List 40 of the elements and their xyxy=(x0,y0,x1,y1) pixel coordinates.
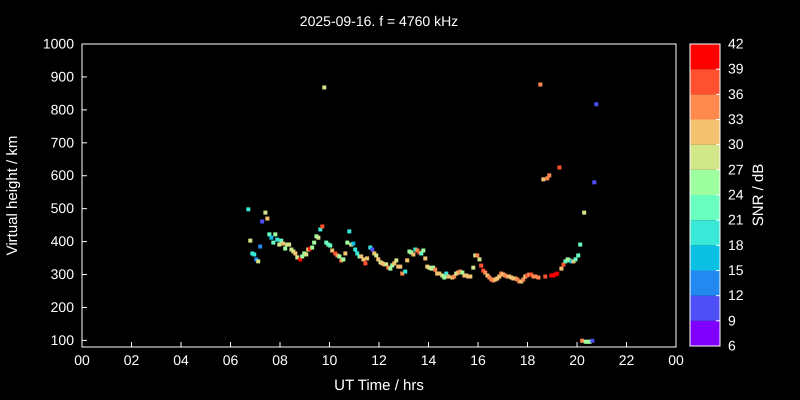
x-tick-label: 10 xyxy=(322,352,338,368)
chart-title: 2025-09-16. f = 4760 kHz xyxy=(300,13,458,29)
x-tick-label: 20 xyxy=(569,352,585,368)
x-tick-label: 00 xyxy=(74,352,90,368)
y-tick-label: 700 xyxy=(50,134,74,150)
x-tick-label: 06 xyxy=(222,352,238,368)
x-tick-label: 14 xyxy=(420,352,436,368)
color-bar-label: 24 xyxy=(728,186,744,202)
y-axis-title: Virtual height / km xyxy=(4,136,21,256)
x-tick-label: 00 xyxy=(668,352,684,368)
y-tick-label: 900 xyxy=(50,68,74,84)
color-bar-label: 12 xyxy=(728,287,744,304)
x-tick-label: 04 xyxy=(173,352,189,368)
x-tick-label: 16 xyxy=(470,352,486,368)
color-bar-label: 6 xyxy=(728,337,736,354)
x-tick-label: 02 xyxy=(124,352,140,368)
y-tick-label: 100 xyxy=(50,332,74,348)
color-bar-label: 9 xyxy=(728,312,736,328)
y-tick-label: 200 xyxy=(50,298,74,315)
color-bar-label: 27 xyxy=(728,161,744,178)
color-bar-label: 15 xyxy=(728,262,744,278)
x-tick-label: 18 xyxy=(520,352,536,368)
color-bar-label: 36 xyxy=(728,86,744,102)
color-bar-label: 42 xyxy=(728,35,744,52)
x-tick-label: 08 xyxy=(272,352,288,368)
x-tick-label: 12 xyxy=(371,352,387,368)
y-tick-label: 500 xyxy=(50,200,74,216)
y-tick-label: 600 xyxy=(50,167,74,184)
y-tick-label: 800 xyxy=(50,101,74,118)
y-tick-label: 300 xyxy=(50,266,74,282)
y-tick-label: 1000 xyxy=(42,35,74,52)
color-bar-title: SNR / dB xyxy=(750,164,767,226)
x-tick-label: 22 xyxy=(618,352,634,368)
color-bar-label: 33 xyxy=(728,110,744,127)
color-bar-label: 18 xyxy=(728,236,744,253)
color-bar-label: 21 xyxy=(728,212,744,228)
y-tick-label: 400 xyxy=(50,233,74,250)
x-axis-title: UT Time / hrs xyxy=(334,377,424,394)
color-bar-label: 30 xyxy=(728,136,744,152)
color-bar-label: 39 xyxy=(728,60,744,77)
